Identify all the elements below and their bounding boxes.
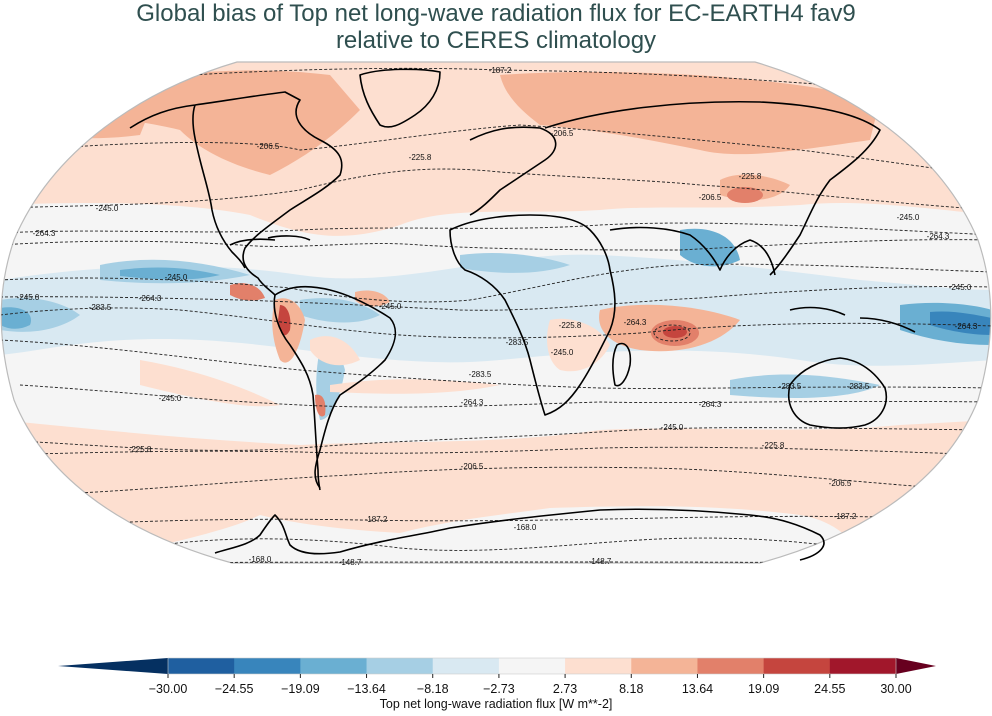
- colorbar-segment: [829, 658, 897, 674]
- colorbar-segment: [168, 658, 235, 674]
- coastlines: [129, 68, 916, 561]
- contour-label: -264.3: [461, 398, 484, 407]
- figure-title: Global bias of Top net long-wave radiati…: [0, 0, 992, 54]
- colorbar-tick-label: −30.00: [148, 682, 188, 696]
- contour-label: -245.0: [96, 204, 119, 213]
- colorbar-segment: [300, 658, 368, 674]
- contour-label: -264.3: [955, 322, 978, 331]
- colorbar-tick-label: −19.09: [281, 682, 320, 696]
- globe-outline: [0, 61, 992, 564]
- colorbar-segment: [697, 658, 765, 674]
- contour-label: -206.5: [699, 193, 722, 202]
- contour-label: -245.0: [661, 423, 684, 432]
- contour-label: -283.5: [469, 370, 492, 379]
- colorbar-tick-label: −8.18: [416, 682, 449, 696]
- colorbar: [58, 657, 936, 678]
- contour-label: -283.5: [89, 303, 112, 312]
- colorbar-tick-label: 8.18: [619, 682, 644, 696]
- contour-label: -245.0: [897, 213, 920, 222]
- contour-label: -225.8: [739, 172, 762, 181]
- contour-labels: -187.2 -206.5 -206.5 -225.8 -225.8 -206.5 -245…: [17, 66, 978, 567]
- title-line-2: relative to CERES climatology: [335, 27, 657, 54]
- contour-label: -187.2: [365, 515, 388, 524]
- contour-label: -245.0: [165, 273, 188, 282]
- contour-label: -168.0: [514, 523, 537, 532]
- colorbar-tick-label: 2.73: [552, 682, 578, 696]
- contour-label: -264.3: [33, 229, 56, 238]
- contour-label: -168.0: [249, 555, 272, 564]
- colorbar-segment: [234, 658, 301, 674]
- colorbar-tick-label: 24.55: [814, 682, 846, 696]
- colorbar-segment: [432, 658, 500, 674]
- contour-lines: [1, 67, 991, 563]
- colorbar-tick-label: −24.55: [214, 682, 254, 696]
- colorbar-segment: [565, 658, 632, 674]
- colorbar-label: Top net long-wave radiation flux [W m**-…: [379, 697, 613, 711]
- contour-label: -283.5: [506, 338, 529, 347]
- contour-label: -225.8: [129, 445, 152, 454]
- colorbar-segment: [498, 658, 566, 674]
- contour-label: -245.0: [159, 394, 182, 403]
- contour-label: -283.5: [847, 382, 870, 391]
- colorbar-tick-label: −13.64: [347, 682, 386, 696]
- colorbar-extend-min: [58, 658, 168, 674]
- contour-label: -264.3: [699, 400, 722, 409]
- contour-label: -225.8: [762, 441, 785, 450]
- contour-label: -245.0: [379, 302, 402, 311]
- contour-label: -187.2: [834, 512, 857, 521]
- contour-label: -148.7: [589, 557, 612, 566]
- colorbar-tick-label: −2.73: [483, 682, 515, 696]
- robinson-map: -187.2 -206.5 -206.5 -225.8 -225.8 -206.5 -245…: [0, 61, 992, 567]
- contour-label: -264.3: [139, 294, 162, 303]
- contour-label: -245.0: [949, 283, 972, 292]
- title-line-1: Global bias of Top net long-wave radiati…: [136, 0, 856, 27]
- colorbar-segment: [366, 658, 434, 674]
- contour-label: -225.8: [409, 153, 432, 162]
- contour-label: -148.7: [339, 558, 362, 567]
- contour-label: -245.0: [551, 348, 574, 357]
- contour-label: -264.3: [927, 232, 950, 241]
- contour-label: -264.3: [624, 318, 647, 327]
- colorbar-segment: [763, 658, 831, 674]
- contour-label: -206.5: [461, 462, 484, 471]
- colorbar-tick-label: 30.00: [880, 682, 912, 696]
- colorbar-segment: [631, 658, 698, 674]
- contour-label: -206.5: [257, 142, 280, 151]
- contour-label: -283.5: [779, 382, 802, 391]
- contour-label: -206.5: [829, 479, 852, 488]
- contour-label: -225.8: [559, 321, 582, 330]
- contour-label: -206.5: [551, 129, 574, 138]
- colorbar-tick-label: 13.64: [681, 682, 714, 696]
- contour-label: -187.2: [489, 66, 512, 75]
- colorbar-extend-max: [896, 658, 936, 674]
- colorbar-tick-label: 19.09: [747, 682, 780, 696]
- contour-label: -245.0: [17, 293, 40, 302]
